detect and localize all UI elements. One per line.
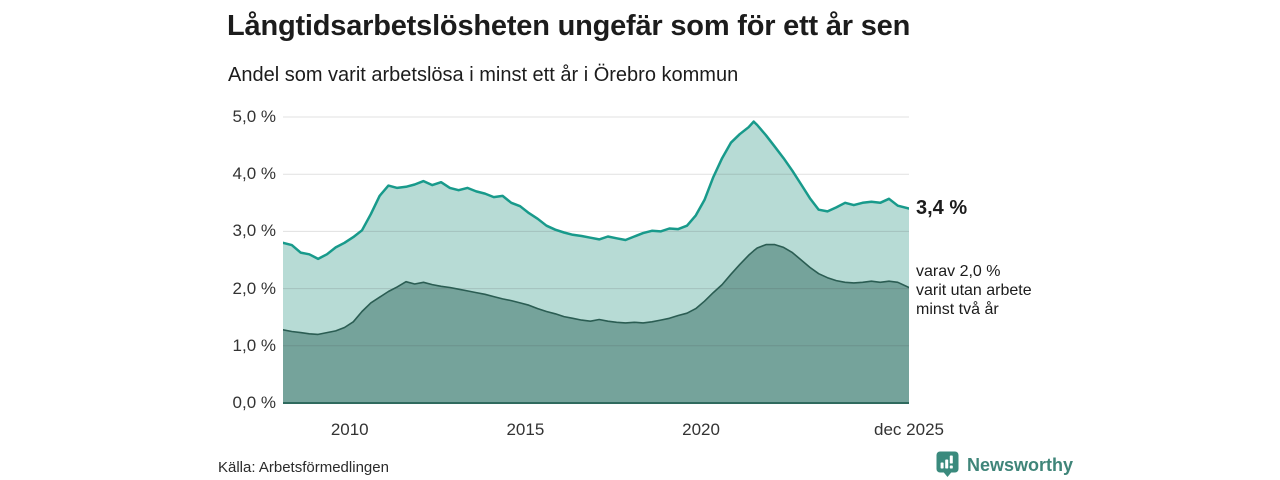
plot-area	[283, 105, 909, 404]
stacked-area-chart	[283, 116, 909, 404]
newsworthy-logo[interactable]: Newsworthy	[936, 451, 1073, 478]
y-tick-label: 5,0 %	[232, 107, 276, 126]
y-tick-label: 1,0 %	[232, 335, 276, 355]
chart-subtitle: Andel som varit arbetslösa i minst ett å…	[228, 64, 739, 86]
newsworthy-wordmark: Newsworthy	[967, 454, 1074, 475]
annotation-subset-line1: varav 2,0 %	[916, 263, 1001, 280]
annotation-total-value: 3,4 %	[916, 197, 968, 219]
annotation-subset-label: varav 2,0 % varit utan arbete minst två …	[916, 262, 1032, 319]
x-tick-label: 2020	[682, 420, 720, 439]
x-tick-label: 2010	[330, 420, 369, 439]
y-tick-label: 4,0 %	[232, 164, 276, 184]
y-tick-label: 2,0 %	[232, 278, 276, 298]
annotation-subset-line2: varit utan arbete	[916, 282, 1032, 299]
y-tick-label: 0,0 %	[232, 393, 276, 412]
y-tick-label: 3,0 %	[232, 221, 276, 241]
x-tick-label: dec 2025	[874, 420, 944, 439]
x-tick-label: 2015	[506, 420, 545, 439]
newsworthy-bubble-chart-icon	[936, 451, 959, 477]
source-note: Källa: Arbetsförmedlingen	[218, 459, 389, 476]
chart-title: Långtidsarbetslösheten ungefär som för e…	[227, 10, 911, 42]
annotation-subset-line3: minst två år	[916, 301, 999, 318]
